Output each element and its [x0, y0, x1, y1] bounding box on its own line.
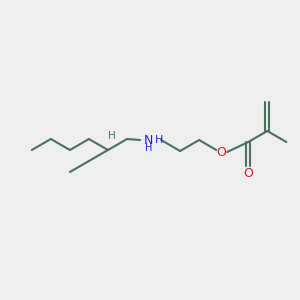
- Text: H: H: [155, 135, 164, 145]
- Text: H: H: [146, 143, 153, 153]
- Text: O: O: [243, 167, 253, 180]
- Text: N: N: [143, 134, 153, 146]
- Text: H: H: [108, 131, 116, 141]
- Text: O: O: [216, 146, 226, 158]
